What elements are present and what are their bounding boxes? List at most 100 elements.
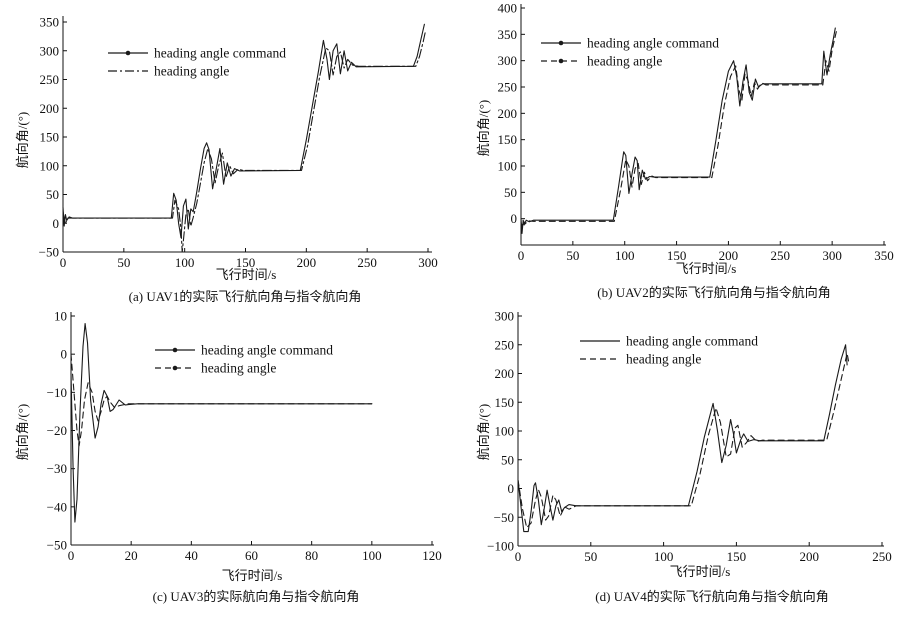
- x-axis-label: 飞行时间/s: [222, 568, 283, 583]
- y-tick-label: −50: [494, 510, 514, 525]
- y-tick-label: −10: [47, 385, 67, 400]
- y-tick-label: 0: [53, 216, 60, 231]
- x-tick-label: 100: [175, 255, 195, 270]
- x-tick-label: 100: [654, 549, 674, 564]
- y-tick-label: 300: [498, 53, 518, 68]
- legend-label: heading angle command: [587, 36, 719, 51]
- y-tick-label: 100: [40, 158, 60, 173]
- x-tick-label: 0: [518, 248, 525, 263]
- subplot-b: 0 50 100 150 200 250 300 350 0 50 100 150 200 250 300 3…: [476, 1, 894, 301]
- x-tick-label: 250: [771, 248, 791, 263]
- legend: heading angle command heading angle: [155, 343, 333, 376]
- y-axis-label: 航向角/(°): [15, 112, 30, 168]
- x-tick-label: 100: [615, 248, 635, 263]
- x-tick-label: 50: [566, 248, 579, 263]
- x-tick-label: 0: [60, 255, 67, 270]
- x-tick-label: 50: [584, 549, 597, 564]
- x-tick-label: 350: [874, 248, 894, 263]
- x-tick-label: 60: [245, 548, 258, 563]
- x-tick-label: 300: [418, 255, 438, 270]
- y-tick-label: −20: [47, 423, 67, 438]
- x-tick-label: 200: [297, 255, 317, 270]
- series-line-heading-angle-command: [517, 344, 848, 533]
- y-tick-label: 50: [501, 452, 514, 467]
- y-tick-label: 0: [508, 481, 515, 496]
- y-tick-label: 200: [40, 101, 60, 116]
- legend-entry: heading angle: [541, 54, 662, 69]
- subplot-caption: (a) UAV1的实际飞行航向角与指令航向角: [129, 289, 362, 304]
- y-tick-label: −30: [47, 461, 67, 476]
- x-tick-label: 300: [822, 248, 842, 263]
- series-line-heading-angle-command: [520, 27, 836, 234]
- x-tick-label: 0: [68, 548, 75, 563]
- y-tick-label: 50: [504, 185, 517, 200]
- x-tick-label: 200: [719, 248, 739, 263]
- y-tick-label: −40: [47, 499, 67, 514]
- x-tick-label: 200: [799, 549, 819, 564]
- x-tick-label: 20: [125, 548, 138, 563]
- x-tick-label: 0: [515, 549, 522, 564]
- legend-marker-dot: [558, 40, 564, 46]
- x-tick-label: 40: [185, 548, 198, 563]
- series-line-heading-angle: [62, 30, 427, 253]
- legend-marker-dot: [172, 347, 178, 353]
- y-tick-label: −100: [487, 539, 514, 554]
- x-tick-label: 120: [422, 548, 442, 563]
- subplot-caption: (c) UAV3的实际航向角与指令航向角: [153, 589, 360, 604]
- y-axis-label: 航向角/(°): [476, 404, 491, 460]
- x-tick-label: 100: [362, 548, 382, 563]
- y-tick-label: 350: [40, 15, 60, 30]
- series-line-heading-angle-command: [62, 23, 425, 239]
- y-tick-label: 150: [498, 132, 518, 147]
- x-tick-label: 150: [236, 255, 256, 270]
- x-tick-label: 250: [872, 549, 892, 564]
- y-tick-label: 300: [495, 309, 515, 324]
- legend-label: heading angle: [154, 64, 229, 79]
- x-axis-label: 飞行时间/s: [216, 267, 277, 282]
- y-tick-label: 10: [54, 309, 67, 324]
- legend-entry: heading angle command: [155, 343, 333, 358]
- legend-label: heading angle: [587, 54, 662, 69]
- y-tick-label: −50: [39, 245, 59, 260]
- legend-entry: heading angle command: [108, 46, 286, 61]
- legend-entry: heading angle: [155, 361, 276, 376]
- x-axis-label: 飞行时间/s: [670, 564, 731, 579]
- legend-label: heading angle: [201, 361, 276, 376]
- y-tick-label: −50: [47, 538, 67, 553]
- legend-entry: heading angle command: [580, 334, 758, 349]
- legend-label: heading angle command: [201, 343, 333, 358]
- subplot-caption: (d) UAV4的实际飞行航向角与指令航向角: [595, 589, 828, 604]
- legend-marker-dot: [558, 58, 564, 64]
- legend: heading angle command heading angle: [580, 334, 758, 367]
- y-tick-label: 350: [498, 27, 518, 42]
- x-tick-label: 50: [117, 255, 130, 270]
- series-line-heading-angle-command: [70, 323, 373, 523]
- legend-marker-dot: [125, 50, 131, 56]
- legend-marker-dot: [172, 365, 178, 371]
- legend-entry: heading angle: [108, 64, 229, 79]
- legend-label: heading angle: [626, 352, 701, 367]
- y-tick-label: 100: [498, 159, 518, 174]
- y-tick-label: 250: [495, 337, 515, 352]
- legend: heading angle command heading angle: [541, 36, 719, 69]
- series-line-heading-angle: [70, 353, 373, 447]
- series-line-heading-angle: [517, 352, 850, 529]
- subplot-caption: (b) UAV2的实际飞行航向角与指令航向角: [597, 285, 830, 300]
- x-tick-label: 150: [667, 248, 687, 263]
- y-tick-label: 150: [40, 130, 60, 145]
- y-tick-label: 250: [40, 72, 60, 87]
- legend: heading angle command heading angle: [108, 46, 286, 79]
- series-line-heading-angle: [520, 31, 837, 228]
- y-tick-label: 0: [511, 211, 518, 226]
- y-tick-label: 50: [46, 187, 59, 202]
- legend-entry: heading angle: [580, 352, 701, 367]
- subplot-a: 0 50 100 150 200 250 300−500501001502002503003…: [15, 15, 438, 305]
- y-tick-label: 250: [498, 80, 518, 95]
- x-tick-label: 250: [357, 255, 377, 270]
- x-tick-label: 80: [305, 548, 318, 563]
- x-tick-label: 150: [727, 549, 747, 564]
- legend-entry: heading angle command: [541, 36, 719, 51]
- y-axis-label: 航向角/(°): [15, 404, 30, 460]
- y-axis-label: 航向角/(°): [476, 100, 491, 156]
